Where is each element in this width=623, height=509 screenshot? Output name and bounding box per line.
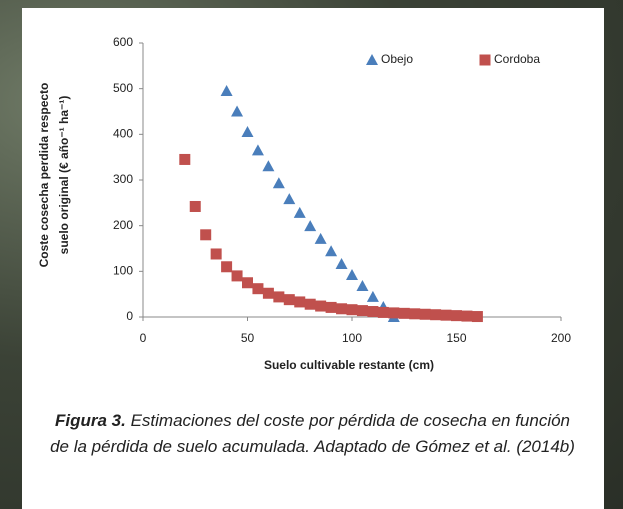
marker — [220, 84, 233, 96]
marker — [262, 160, 275, 172]
marker — [179, 153, 191, 165]
marker — [242, 277, 253, 289]
legend-marker — [366, 54, 378, 65]
caption-label: Figura 3. — [54, 411, 126, 430]
marker — [451, 310, 462, 322]
marker — [294, 296, 306, 308]
marker — [325, 301, 337, 313]
marker — [252, 283, 264, 295]
legend-marker — [479, 54, 491, 66]
marker — [346, 304, 358, 316]
marker — [471, 311, 483, 323]
marker — [304, 220, 317, 232]
marker — [314, 232, 327, 244]
marker — [377, 306, 389, 318]
marker — [335, 258, 348, 270]
marker — [200, 229, 212, 241]
caption: Figura 3. Estimaciones del coste por pér… — [45, 408, 580, 460]
marker — [388, 307, 400, 319]
marker — [283, 294, 295, 306]
y-tick-label: 400 — [113, 127, 133, 141]
marker — [336, 303, 348, 315]
y-tick-label: 300 — [113, 172, 133, 186]
y-tick-label: 100 — [113, 264, 133, 278]
marker — [356, 305, 368, 317]
marker — [409, 308, 421, 320]
x-tick-label: 50 — [241, 331, 255, 345]
marker — [293, 206, 306, 218]
marker — [304, 298, 316, 310]
marker — [366, 290, 379, 302]
marker — [283, 193, 296, 205]
marker — [346, 268, 358, 280]
y-tick-label: 600 — [113, 35, 133, 49]
marker — [461, 310, 473, 322]
marker — [272, 177, 285, 189]
marker — [189, 200, 201, 212]
y-tick-label: 500 — [113, 81, 133, 95]
marker — [251, 144, 264, 156]
legend-label: Cordoba — [494, 52, 540, 66]
marker — [440, 309, 452, 321]
x-tick-label: 150 — [446, 331, 466, 345]
y-tick-label: 200 — [113, 218, 133, 232]
x-tick-label: 0 — [140, 331, 147, 345]
marker — [315, 300, 327, 312]
marker — [262, 287, 274, 299]
x-tick-label: 100 — [342, 331, 362, 345]
marker — [430, 309, 442, 321]
marker — [241, 126, 254, 138]
marker — [356, 279, 369, 291]
y-axis-title: suelo original (€ año⁻¹ ha⁻¹) — [57, 96, 71, 255]
marker — [221, 261, 233, 273]
marker — [367, 306, 379, 318]
marker — [273, 291, 285, 303]
caption-text: Estimaciones del coste por pérdida de co… — [50, 411, 575, 456]
marker — [398, 307, 410, 319]
figure-panel — [22, 8, 604, 509]
x-tick-label: 200 — [551, 331, 571, 345]
marker — [231, 270, 243, 282]
marker — [419, 308, 431, 320]
marker — [231, 105, 244, 117]
legend-label: Obejo — [381, 52, 413, 66]
y-axis-title: Coste cosecha perdida respecto — [37, 83, 51, 268]
y-tick-label: 0 — [126, 309, 133, 323]
x-axis-title: Suelo cultivable restante (cm) — [264, 358, 434, 372]
marker — [210, 248, 222, 260]
marker — [325, 245, 338, 257]
